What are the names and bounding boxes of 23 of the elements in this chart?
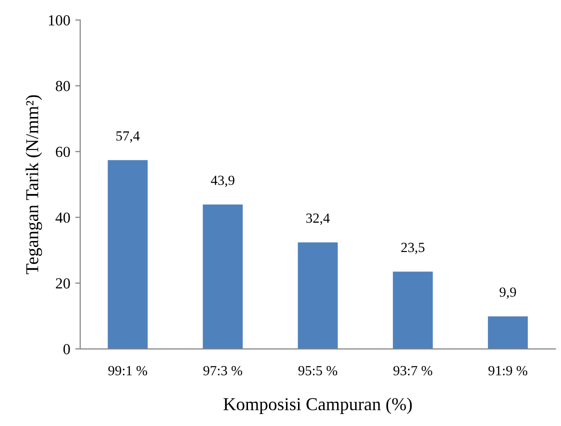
y-tick-label: 0 (63, 344, 70, 354)
y-tick-label: 40 (56, 212, 70, 223)
x-tick-label: 93:7 % (393, 366, 432, 376)
data-label: 57,4 (116, 131, 140, 143)
x-tick-label: 99:1 % (108, 366, 148, 376)
x-axis-title: Komposisi Campuran (%) (224, 398, 412, 414)
y-tick-label: 60 (56, 146, 70, 158)
data-label: 23,5 (401, 242, 424, 254)
bar (298, 242, 338, 349)
x-tick-label: 95:5 % (298, 366, 338, 376)
bar (488, 316, 528, 349)
y-tick-label: 80 (56, 80, 70, 92)
data-label: 43,9 (210, 176, 234, 188)
bar (108, 160, 148, 349)
x-tick-label: 97:3 % (203, 366, 242, 376)
data-label: 32,4 (306, 214, 330, 225)
bar (202, 204, 243, 349)
bar (392, 272, 433, 349)
x-tick-label: 91:9 % (488, 366, 528, 376)
y-tick-label: 100 (48, 15, 70, 26)
data-label: 9,9 (500, 288, 516, 299)
y-axis-title: Tegangan Tarik (N/mm²) (26, 95, 42, 274)
y-tick-label: 20 (56, 278, 70, 289)
